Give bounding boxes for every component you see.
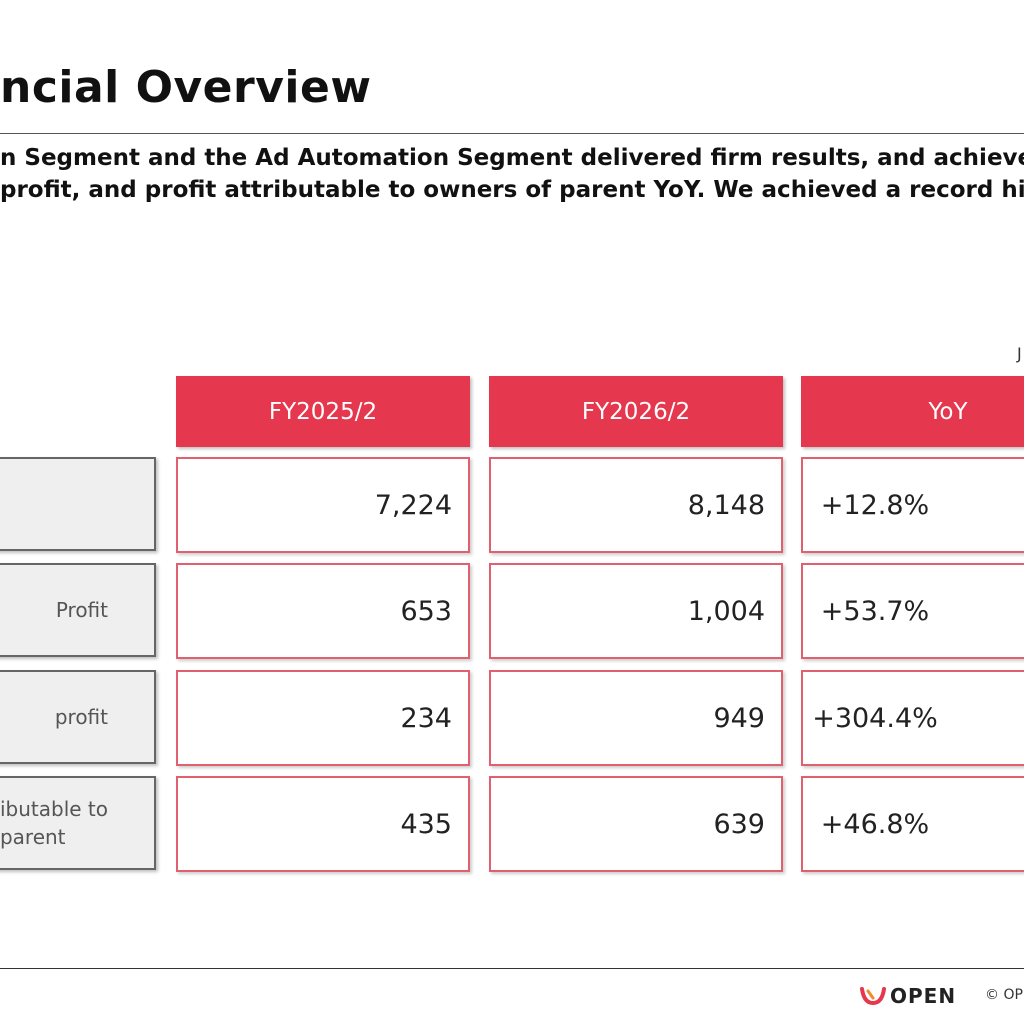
row-label-text: ibutable to parent: [0, 797, 108, 849]
cell-operating-profit-fy2025: 653: [176, 563, 470, 659]
header-yoy: YoY: [801, 376, 1024, 447]
row-label-profit-attributable: ibutable to parent: [0, 776, 156, 870]
cell-operating-profit-fy2026: 1,004: [489, 563, 783, 659]
yoy-value: +53.7%: [820, 595, 930, 627]
header-fy2025: FY2025/2: [176, 376, 470, 447]
title-divider: [0, 133, 1024, 134]
footer-divider: [0, 968, 1024, 969]
row-label-text: profit: [54, 705, 108, 729]
cell-profit-attributable-fy2025: 435: [176, 776, 470, 872]
page-title: ncial Overview: [0, 62, 372, 113]
yoy-value: +304.4%: [812, 702, 938, 734]
yoy-value: +12.8%: [820, 489, 930, 521]
copyright-text: © OP: [985, 987, 1023, 1003]
cell-ordinary-profit-fy2025: 234: [176, 670, 470, 766]
logo-text: OPEN: [890, 984, 957, 1008]
yoy-value: +46.8%: [820, 808, 930, 840]
summary-text: n Segment and the Ad Automation Segment …: [0, 142, 1024, 206]
row-label-operating-profit: Profit: [0, 563, 156, 657]
company-logo: OPEN: [860, 984, 956, 1008]
header-fy2026: FY2026/2: [489, 376, 783, 447]
row-label-ordinary-profit: profit: [0, 670, 156, 764]
cell-revenue-yoy: +12.8%: [801, 457, 1024, 553]
row-label-revenue: [0, 457, 156, 551]
summary-line-1: n Segment and the Ad Automation Segment …: [0, 145, 1024, 171]
row-label-text: Profit: [55, 598, 108, 622]
summary-line-2: profit, and profit attributable to owner…: [0, 177, 1024, 203]
cell-ordinary-profit-yoy: +304.4%: [801, 670, 1024, 766]
cell-revenue-fy2026: 8,148: [489, 457, 783, 553]
cell-profit-attributable-yoy: +46.8%: [801, 776, 1024, 872]
cell-operating-profit-yoy: +53.7%: [801, 563, 1024, 659]
cell-profit-attributable-fy2026: 639: [489, 776, 783, 872]
open-swoosh-logo-icon: [860, 987, 886, 1006]
cell-ordinary-profit-fy2026: 949: [489, 670, 783, 766]
unit-note: J: [1017, 344, 1022, 363]
cell-revenue-fy2025: 7,224: [176, 457, 470, 553]
